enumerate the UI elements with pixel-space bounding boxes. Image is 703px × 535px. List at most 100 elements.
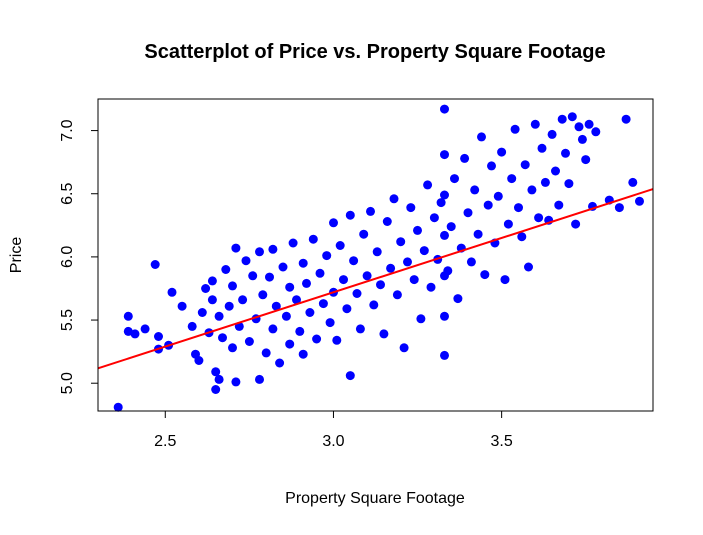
y-tick-label: 6.0 [59, 246, 76, 268]
data-point [460, 153, 470, 163]
data-point [339, 275, 348, 285]
data-point [345, 371, 355, 381]
data-point [419, 246, 429, 256]
data-point [295, 326, 305, 336]
data-point [453, 294, 463, 304]
data-point [265, 272, 274, 282]
data-point [268, 324, 278, 334]
data-point [288, 238, 298, 248]
data-point [591, 127, 601, 137]
data-point [429, 213, 439, 223]
data-point [483, 200, 493, 210]
data-point [392, 290, 402, 300]
data-point [359, 229, 369, 239]
data-point [635, 196, 644, 206]
data-point [487, 161, 496, 171]
y-axis-label: Price [8, 237, 25, 274]
x-tick-label: 3.5 [491, 433, 513, 450]
data-point [463, 208, 473, 218]
data-point [207, 295, 217, 305]
data-point [292, 295, 301, 305]
data-point [517, 232, 527, 242]
data-point [440, 311, 449, 321]
data-point [621, 114, 631, 124]
data-point [426, 282, 436, 292]
data-point [440, 190, 449, 200]
data-point [567, 112, 577, 122]
data-point [446, 222, 456, 232]
data-point [248, 271, 258, 281]
x-tick-label: 3.0 [322, 433, 344, 450]
y-tick-label: 5.0 [59, 372, 76, 394]
data-point [557, 114, 567, 124]
data-point [362, 271, 372, 281]
data-point [493, 191, 503, 201]
data-point [207, 276, 217, 286]
data-point [466, 257, 476, 267]
data-point [355, 324, 365, 334]
data-point [581, 155, 591, 165]
data-point [318, 299, 328, 309]
data-point [113, 402, 123, 412]
data-point [440, 230, 449, 240]
data-point [514, 203, 523, 213]
data-point [399, 343, 409, 353]
data-point [500, 275, 510, 285]
data-point [177, 301, 187, 311]
data-point [322, 251, 332, 261]
data-point [281, 311, 291, 321]
data-point [221, 265, 231, 274]
data-point [473, 229, 483, 239]
data-point [315, 268, 325, 278]
data-point [507, 174, 517, 184]
data-point [244, 337, 254, 346]
data-point [480, 270, 490, 280]
data-point [298, 349, 308, 359]
data-point [413, 225, 422, 235]
data-point [255, 247, 264, 257]
data-point [238, 295, 248, 305]
data-point [345, 210, 355, 220]
data-point [450, 174, 459, 184]
data-point [534, 213, 544, 223]
y-tick-label: 5.5 [59, 309, 76, 331]
x-axis-label: Property Square Footage [285, 490, 465, 507]
data-point [312, 334, 322, 344]
data-point [271, 301, 281, 311]
data-point [537, 143, 547, 153]
regression-line [97, 188, 654, 370]
data-point [366, 206, 375, 216]
data-point [285, 282, 295, 292]
data-point [416, 314, 426, 324]
data-point [403, 257, 412, 267]
data-point [187, 321, 197, 331]
data-point [258, 290, 268, 300]
data-point [305, 308, 315, 317]
data-point [308, 234, 318, 244]
data-point [197, 308, 207, 317]
data-point [614, 203, 624, 213]
data-point [231, 377, 241, 387]
data-point [389, 194, 399, 204]
data-point [440, 150, 449, 160]
data-point [218, 333, 227, 343]
data-point [372, 247, 382, 257]
data-point [564, 179, 574, 189]
y-tick-label: 6.5 [59, 183, 76, 205]
data-point [228, 343, 237, 353]
data-point [409, 275, 419, 285]
data-point [436, 198, 446, 208]
data-point [150, 260, 160, 269]
data-point [278, 262, 288, 272]
data-point [520, 160, 530, 170]
data-point [214, 374, 224, 384]
data-point [440, 350, 449, 360]
data-point [140, 324, 150, 334]
points-layer [113, 104, 644, 412]
chart-title: Scatterplot of Price vs. Property Square… [144, 41, 605, 63]
data-point [547, 129, 557, 139]
data-point [527, 185, 537, 195]
data-point [255, 374, 264, 384]
data-point [342, 304, 352, 314]
